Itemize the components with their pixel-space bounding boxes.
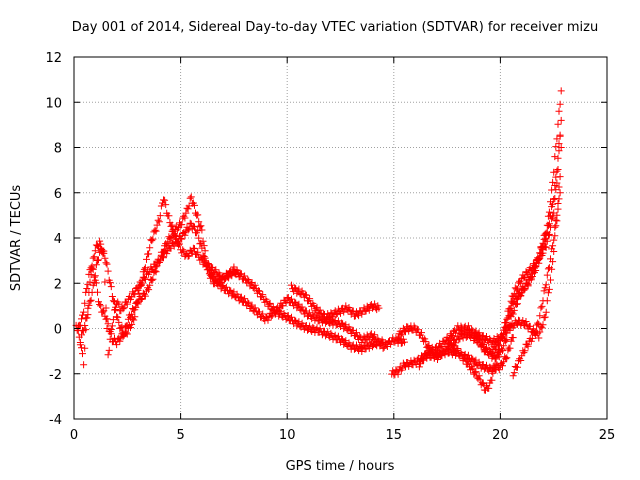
series-markers [74, 193, 408, 352]
y-tick-label: 6 [54, 187, 62, 202]
data-points [72, 87, 565, 394]
axis-ticks: 0 5 10 15 20 25 -4 -2 0 2 4 6 8 10 12 [45, 51, 615, 443]
y-tick-label: 0 [54, 323, 62, 338]
y-tick-label: 12 [45, 51, 62, 66]
y-axis-label: SDTVAR / TECUs [9, 185, 24, 292]
series-trace-d [288, 281, 383, 324]
x-tick-label: 5 [176, 428, 184, 443]
series-markers [288, 281, 383, 324]
y-tick-label: 8 [54, 142, 62, 157]
series-markers [443, 132, 564, 394]
series-trace-b [74, 193, 408, 352]
x-tick-label: 15 [386, 428, 403, 443]
y-tick-label: 4 [54, 232, 62, 247]
x-tick-label: 0 [70, 428, 78, 443]
series-trace-c [76, 196, 387, 355]
series-markers [76, 196, 387, 355]
y-tick-label: 10 [45, 96, 62, 111]
series-markers [509, 144, 565, 380]
y-tick-label: 2 [54, 277, 62, 292]
x-axis-label: GPS time / hours [286, 459, 395, 474]
x-tick-label: 25 [599, 428, 616, 443]
series-trace-h [443, 132, 564, 394]
chart-title: Day 001 of 2014, Sidereal Day-to-day VTE… [72, 20, 598, 35]
y-tick-label: -2 [49, 368, 62, 383]
y-tick-label: -4 [49, 413, 62, 428]
series-trace-j [509, 144, 565, 380]
x-tick-label: 10 [279, 428, 296, 443]
x-tick-label: 20 [492, 428, 509, 443]
